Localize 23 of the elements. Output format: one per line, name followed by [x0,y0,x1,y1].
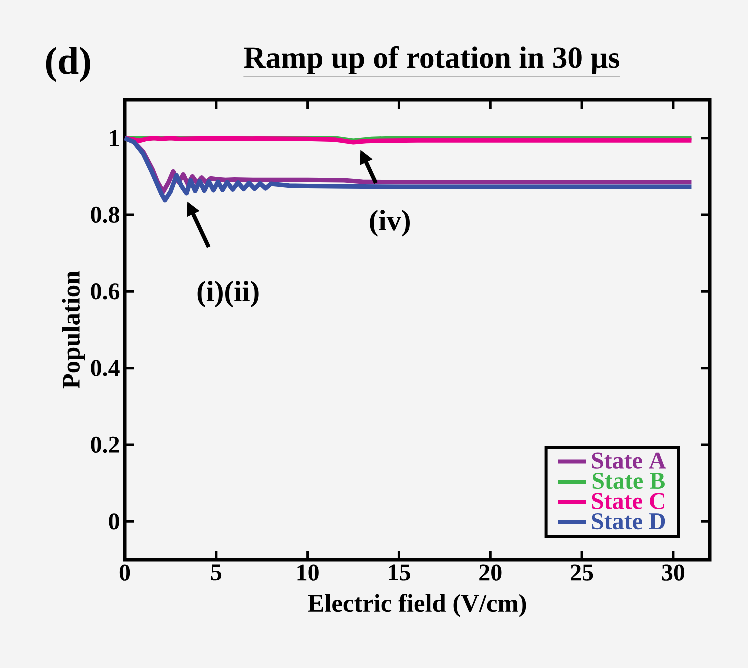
annotation: (iv) [370,210,410,237]
legend-label: State D [592,513,666,530]
legend-label: State B [592,473,665,490]
x-tick-label: 20 [480,564,502,581]
y-tick-label: 0.6 [91,284,120,300]
y-tick-label: 1 [110,130,120,146]
x-tick-label: 15 [389,564,410,581]
y-tick-label: 0.8 [91,206,120,224]
x-tick-label: 30 [662,564,685,581]
legend-label: State C [592,493,664,510]
annotation: (i)(ii) [198,281,259,308]
x-tick-label: 25 [571,564,594,581]
y-axis-title: Population [62,271,86,389]
x-axis-title: Electric field (V/cm) [308,594,526,618]
y-tick-label: 0.2 [91,436,120,454]
chart-title: Ramp up of rotation in 30 µs [244,46,620,75]
x-tick-label: 0 [120,564,130,581]
legend-label: State A [592,452,666,469]
text: (d) [46,47,90,82]
y-tick-label: 0.4 [91,360,120,376]
x-tick-label: 5 [211,564,222,581]
x-tick-label: 10 [298,564,319,581]
y-tick-label: 0 [109,514,120,530]
